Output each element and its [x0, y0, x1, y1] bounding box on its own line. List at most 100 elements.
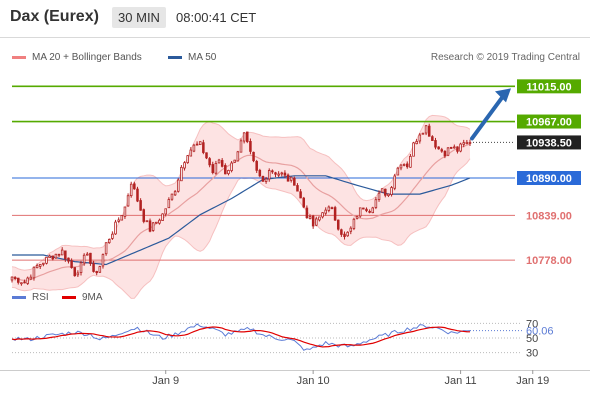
candle-body — [73, 267, 77, 277]
candle — [333, 205, 337, 221]
candle — [283, 170, 287, 178]
candle-body — [176, 179, 180, 192]
candle-body — [390, 187, 393, 195]
candle-body — [195, 143, 199, 146]
candle-body — [129, 183, 133, 197]
candle-body — [98, 266, 102, 273]
candle-body — [208, 158, 211, 166]
candle — [421, 132, 425, 135]
candle-body — [101, 254, 105, 267]
candle-body — [189, 149, 193, 157]
candle-body — [308, 216, 312, 219]
candle-body — [396, 167, 400, 176]
candle-body — [136, 188, 139, 202]
candle — [76, 270, 80, 278]
candle-body — [214, 163, 218, 174]
candle-body — [330, 207, 334, 210]
price-label-text: 10967.00 — [526, 117, 572, 129]
candle — [104, 242, 108, 256]
candle-body — [233, 159, 236, 163]
candle — [92, 260, 95, 273]
candle — [246, 131, 249, 144]
candle — [20, 282, 23, 286]
candle-body — [371, 207, 375, 214]
candle-body — [462, 142, 465, 145]
price-label-resistance: 11015.00 — [517, 79, 581, 94]
candle-body — [368, 210, 371, 213]
timeframe-selector[interactable]: 30 MIN — [112, 7, 166, 28]
candle-body — [431, 136, 434, 141]
candle — [114, 219, 117, 235]
chart-header: Dax (Eurex) 30 MIN 08:00:41 CET — [0, 0, 590, 36]
candle-body — [327, 206, 331, 211]
candle — [405, 161, 409, 169]
candle — [13, 276, 17, 281]
candle-body — [217, 159, 221, 164]
candle-body — [340, 229, 343, 235]
candle-body — [64, 250, 67, 260]
candle — [277, 171, 280, 178]
candle — [264, 176, 268, 184]
candle — [227, 169, 230, 176]
candle-body — [434, 140, 437, 148]
candle-body — [333, 207, 337, 221]
candle — [202, 139, 205, 155]
x-tick-label: Jan 11 — [444, 375, 476, 387]
price-chart[interactable]: 11015.00 10967.00 10938.50 10890.00 10839.00… — [0, 0, 590, 300]
candle — [211, 161, 215, 175]
candle-body — [293, 177, 296, 186]
candle — [390, 186, 393, 197]
candle — [38, 264, 42, 270]
header-divider — [0, 37, 590, 38]
price-level-labels: 11015.00 10967.00 10938.50 10890.00 10839.00… — [517, 79, 581, 267]
candle — [142, 208, 146, 224]
price-label-last: 10938.50 — [517, 135, 581, 150]
moving-averages — [11, 143, 471, 282]
candle — [198, 141, 202, 146]
candle-body — [283, 172, 287, 176]
candle-body — [180, 166, 183, 182]
candle — [45, 256, 48, 265]
candle — [415, 138, 418, 145]
candle-body — [305, 207, 309, 219]
rsi-tick-label: 70 — [526, 318, 538, 330]
candle-body — [255, 161, 258, 171]
candle — [120, 215, 124, 221]
candle — [267, 168, 271, 182]
candle — [51, 255, 55, 261]
candle-body — [242, 132, 246, 142]
candle — [330, 206, 334, 210]
arrow-shaft — [470, 94, 505, 141]
instrument-title: Dax (Eurex) — [10, 8, 99, 25]
candle-body — [365, 208, 368, 212]
price-label-text: 10890.00 — [526, 173, 572, 185]
candle-body — [424, 125, 428, 134]
candle-body — [415, 141, 418, 145]
candle — [60, 247, 64, 256]
candle — [371, 206, 375, 214]
candle — [340, 228, 343, 237]
candle-body — [271, 170, 274, 173]
candle-body — [173, 191, 177, 196]
price-label-text: 10778.00 — [526, 255, 572, 267]
candle — [299, 188, 302, 199]
candle-body — [387, 193, 390, 196]
x-axis: Jan 9 Jan 10 Jan 11 Jan 19 — [152, 370, 549, 387]
candlesticks — [10, 123, 472, 286]
candle-body — [324, 209, 327, 214]
candle — [26, 276, 29, 285]
candle — [462, 139, 465, 148]
candle — [431, 135, 434, 141]
price-label-box — [517, 79, 581, 94]
legend-rsi: RSI — [12, 292, 49, 303]
bollinger-swatch — [12, 55, 26, 59]
candle-body — [29, 276, 33, 280]
candle — [123, 206, 127, 219]
candle — [349, 226, 353, 235]
candle — [29, 274, 33, 280]
candle-body — [70, 260, 73, 268]
rsi-ma-swatch — [62, 295, 76, 299]
ma50-line — [12, 175, 471, 266]
candle — [86, 252, 89, 256]
candle-body — [393, 175, 396, 189]
